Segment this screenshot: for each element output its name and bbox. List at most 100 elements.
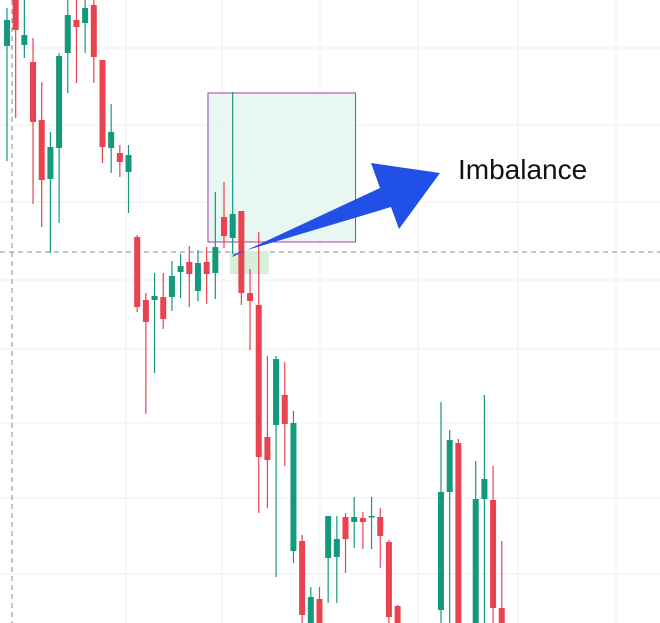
candle xyxy=(142,293,149,414)
candle xyxy=(194,250,201,301)
candle-body xyxy=(64,15,71,53)
candle xyxy=(30,38,37,204)
candle xyxy=(490,466,497,623)
candle xyxy=(247,269,254,350)
candle-body xyxy=(186,262,193,274)
candle-body xyxy=(325,516,332,558)
candle xyxy=(238,211,245,305)
candle-body xyxy=(281,395,288,424)
candle-body xyxy=(203,262,210,274)
candle-body xyxy=(446,440,453,492)
candle xyxy=(446,430,453,623)
candle-body xyxy=(99,60,106,147)
candle-body xyxy=(116,153,123,162)
candle-body xyxy=(151,296,158,300)
candle-body xyxy=(12,0,19,30)
candle-body xyxy=(316,599,323,623)
candle xyxy=(177,254,184,298)
candle-body xyxy=(290,423,297,551)
candle xyxy=(342,513,349,573)
annotation-arrow xyxy=(232,163,440,257)
candle-body xyxy=(438,492,444,610)
candle-body xyxy=(142,300,149,322)
candle-body xyxy=(255,305,262,457)
candle-body xyxy=(351,517,358,522)
candle xyxy=(316,587,323,623)
candle xyxy=(255,232,262,513)
candle-body xyxy=(385,542,392,617)
candle xyxy=(125,145,132,213)
candle-body xyxy=(160,297,167,319)
candle xyxy=(186,246,193,307)
candle xyxy=(134,235,141,312)
candle xyxy=(221,182,227,248)
candle-body xyxy=(299,541,306,615)
candle xyxy=(38,82,45,227)
candle xyxy=(333,516,340,603)
candle xyxy=(273,356,280,577)
candle-body xyxy=(455,443,462,623)
candle-body xyxy=(307,597,314,623)
candle xyxy=(73,0,80,83)
candle xyxy=(351,497,358,548)
candle xyxy=(160,273,167,329)
candle-body xyxy=(221,217,227,236)
candle xyxy=(212,192,219,299)
candle xyxy=(498,541,505,623)
candle xyxy=(108,104,115,173)
annotation-label: Imbalance xyxy=(458,154,587,185)
candle-body xyxy=(73,20,80,27)
candle-body xyxy=(56,56,63,148)
candle-body xyxy=(481,479,488,499)
candle xyxy=(455,439,462,623)
candle xyxy=(325,516,332,603)
candle xyxy=(82,0,89,53)
candle-body xyxy=(125,155,132,172)
candle xyxy=(168,261,175,311)
candle-body xyxy=(194,263,201,291)
candle xyxy=(290,411,297,563)
candle-body xyxy=(394,606,401,623)
candle xyxy=(99,60,106,163)
candle-body xyxy=(108,132,115,148)
candle-body xyxy=(90,5,97,57)
candle xyxy=(151,273,158,373)
candle-body xyxy=(368,516,375,518)
candle xyxy=(116,145,123,177)
candle xyxy=(90,0,97,83)
candle-body xyxy=(82,8,89,23)
arrow-shape xyxy=(232,163,440,257)
candle xyxy=(229,92,236,254)
candle-body xyxy=(168,276,175,297)
candle-body xyxy=(498,608,505,623)
candle-body xyxy=(377,517,384,536)
candle-body xyxy=(212,247,219,273)
imbalance-zones xyxy=(207,92,357,274)
candle xyxy=(203,247,210,304)
candle xyxy=(47,132,54,253)
candle xyxy=(472,461,479,623)
candle-body xyxy=(472,499,479,623)
candle-body xyxy=(264,437,271,460)
candle-body xyxy=(247,293,254,301)
candle xyxy=(56,53,63,223)
candle xyxy=(264,356,271,508)
candle-body xyxy=(273,359,280,425)
candle xyxy=(281,362,288,466)
candle xyxy=(64,0,71,93)
candle xyxy=(359,512,366,549)
candle xyxy=(394,605,401,623)
candle xyxy=(21,0,28,58)
candle xyxy=(4,8,10,161)
candle-body xyxy=(21,35,28,45)
candles xyxy=(4,0,505,623)
candle-body xyxy=(4,20,10,46)
candle xyxy=(481,395,488,623)
candle xyxy=(12,0,19,118)
candle xyxy=(307,587,314,623)
candle-body xyxy=(30,62,37,122)
candle-body xyxy=(229,214,236,238)
candle xyxy=(438,402,444,623)
